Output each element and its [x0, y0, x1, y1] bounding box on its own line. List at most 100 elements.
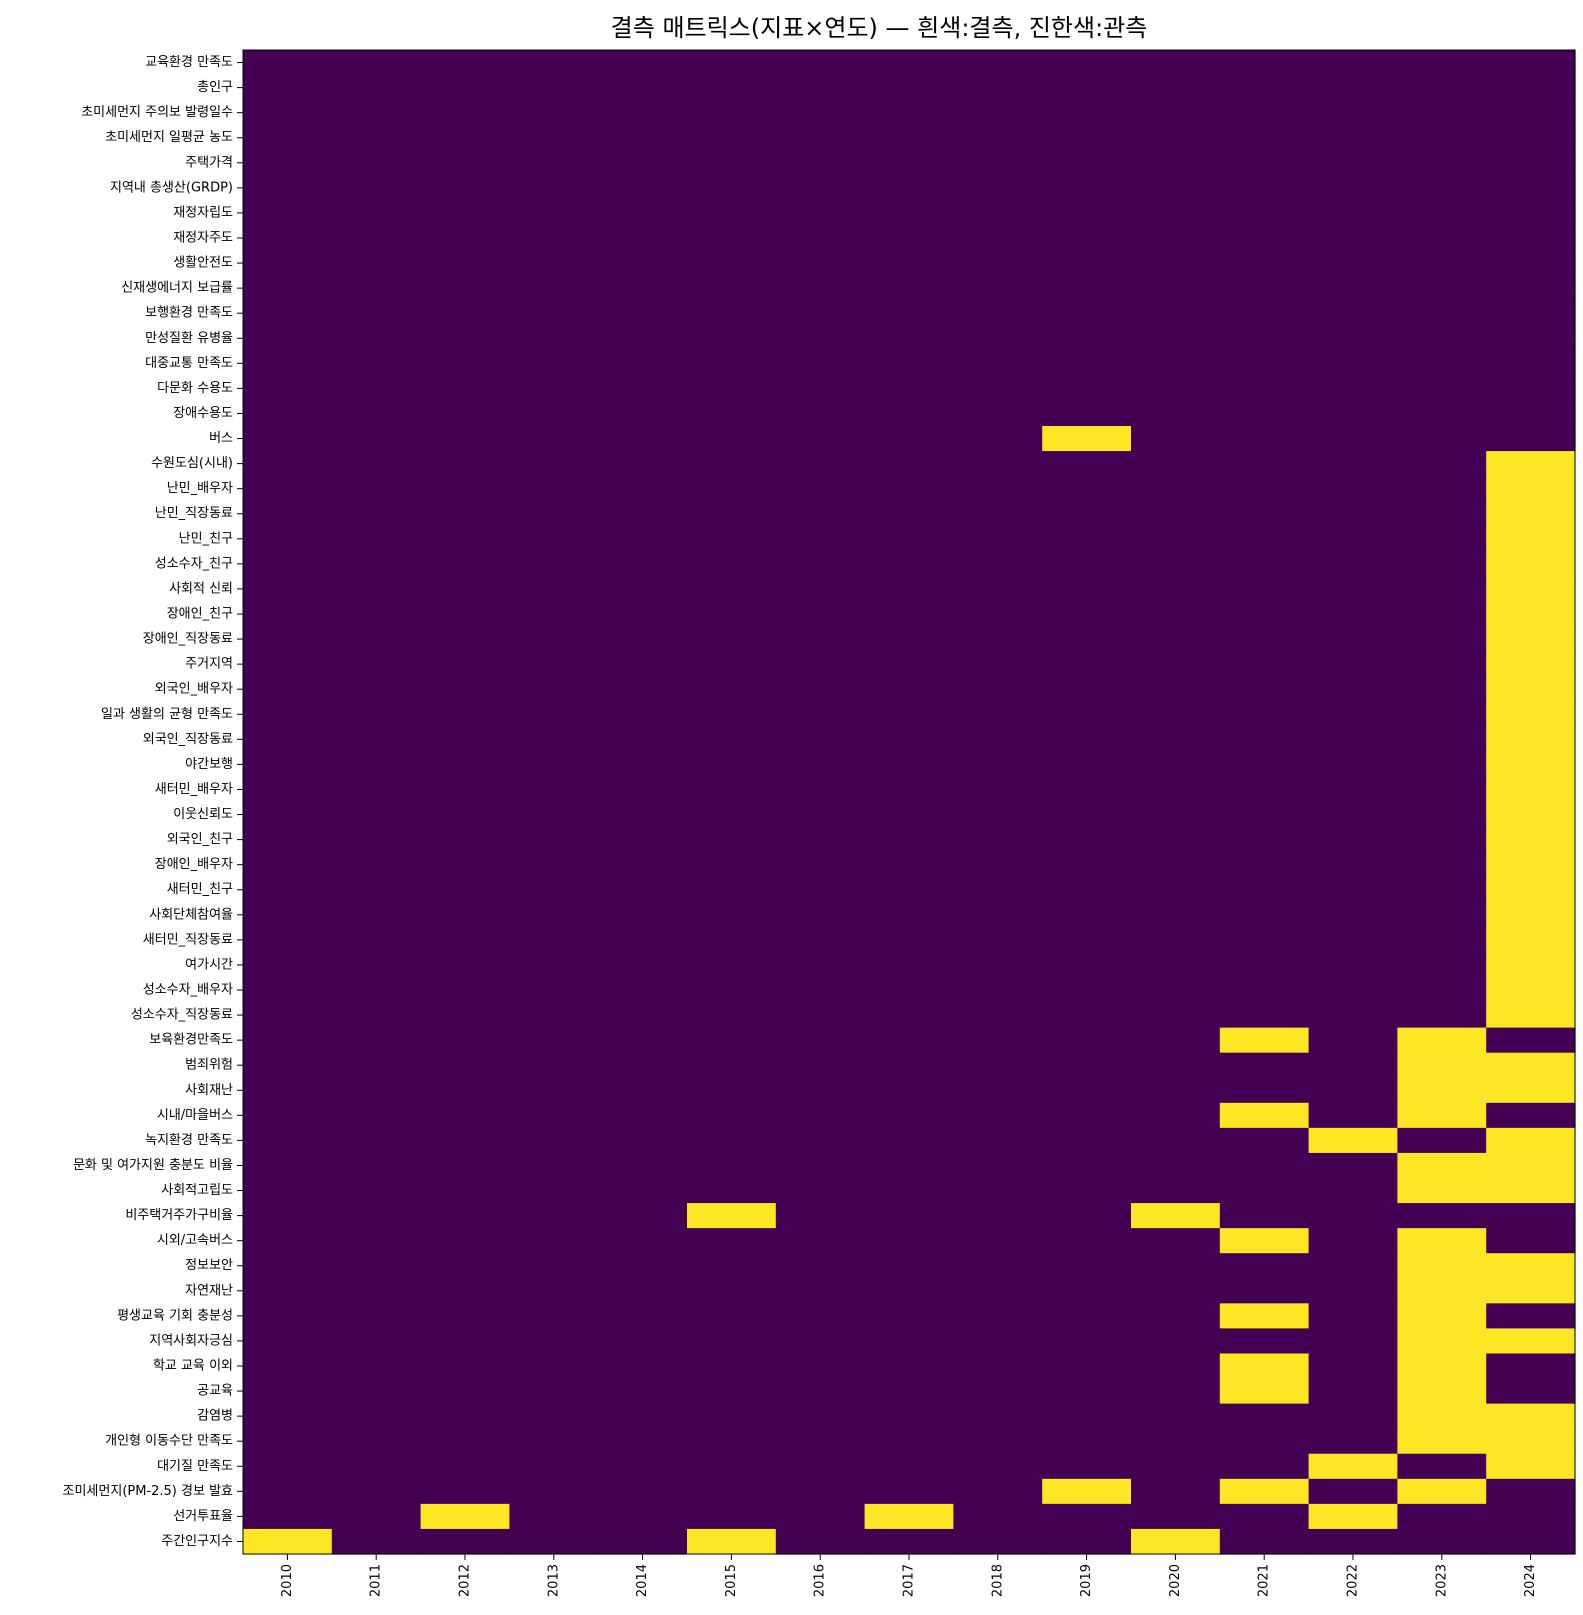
heatmap-cell: [243, 1077, 333, 1104]
heatmap-cell: [243, 1303, 333, 1329]
heatmap-cell: [1486, 551, 1576, 577]
heatmap-cell: [864, 751, 954, 778]
heatmap-cell: [687, 250, 777, 277]
heatmap-cell: [598, 1102, 688, 1129]
heatmap-cell: [1042, 1303, 1132, 1329]
heatmap-cell: [243, 300, 333, 327]
heatmap-cell: [864, 1328, 954, 1355]
heatmap-cell: [864, 1453, 954, 1480]
heatmap-cell: [953, 1127, 1043, 1154]
heatmap-cell: [1131, 751, 1221, 778]
heatmap-cell: [775, 426, 866, 452]
heatmap-cell: [864, 877, 954, 903]
heatmap-cell: [331, 1278, 422, 1304]
heatmap-cell: [1308, 1027, 1398, 1054]
y-tick-label: 조미세먼지(PM-2.5) 경보 발효: [63, 1484, 234, 1499]
heatmap-cell: [243, 701, 333, 728]
heatmap-cell: [775, 200, 866, 227]
heatmap-cell: [1042, 576, 1132, 603]
heatmap-cell: [1042, 701, 1132, 728]
heatmap-cell: [243, 1478, 333, 1505]
heatmap-cell: [864, 375, 954, 402]
heatmap-cell: [775, 1278, 866, 1304]
heatmap-cell: [509, 1528, 599, 1555]
x-tick-label: 2014: [635, 1564, 650, 1597]
heatmap-cell: [331, 375, 422, 402]
heatmap-cell: [1308, 952, 1398, 979]
heatmap-cell: [1486, 1253, 1576, 1279]
heatmap-cell: [1308, 1178, 1398, 1204]
heatmap-cell: [331, 651, 422, 678]
heatmap-cell: [864, 676, 954, 703]
heatmap-cell: [1397, 1503, 1487, 1530]
heatmap-cell: [1131, 701, 1221, 728]
heatmap-cell: [1131, 476, 1221, 502]
heatmap-cell: [864, 576, 954, 603]
heatmap-cell: [1397, 902, 1487, 928]
heatmap-cell: [598, 1528, 688, 1555]
heatmap-cell: [687, 300, 777, 327]
heatmap-cell: [953, 977, 1043, 1004]
heatmap-cell: [953, 350, 1043, 377]
heatmap-cell: [1219, 400, 1310, 427]
heatmap-cell: [1397, 852, 1487, 878]
heatmap-cell: [420, 1228, 510, 1254]
heatmap-cell: [509, 1403, 599, 1430]
heatmap-cell: [598, 501, 688, 527]
heatmap-cell: [331, 1027, 422, 1054]
heatmap-cell: [775, 300, 866, 327]
heatmap-cell: [953, 125, 1043, 151]
y-tick-label: 대중교통 만족도: [145, 356, 233, 371]
heatmap-cell: [687, 1253, 777, 1279]
heatmap-cell: [1042, 877, 1132, 903]
heatmap-cell: [1397, 726, 1487, 753]
heatmap-cell: [1308, 526, 1398, 552]
heatmap-cell: [775, 501, 866, 527]
heatmap-cell: [775, 50, 866, 76]
heatmap-cell: [775, 776, 866, 803]
heatmap-cell: [1397, 175, 1487, 201]
heatmap-cell: [1308, 300, 1398, 327]
heatmap-cell: [331, 400, 422, 427]
x-tick-label: 2012: [458, 1564, 473, 1597]
heatmap-cell: [420, 776, 510, 803]
heatmap-cell: [1219, 75, 1310, 101]
heatmap-cell: [953, 275, 1043, 302]
heatmap-cell: [1486, 1453, 1576, 1480]
heatmap-cell: [331, 125, 422, 151]
heatmap-cell: [420, 877, 510, 903]
heatmap-cell: [243, 125, 333, 151]
heatmap-cell: [687, 526, 777, 552]
heatmap-cell: [775, 651, 866, 678]
heatmap-cell: [598, 877, 688, 903]
heatmap-cell: [687, 150, 777, 176]
heatmap-cell: [243, 1453, 333, 1480]
heatmap-cell: [598, 200, 688, 227]
y-tick-label: 외국인_친구: [167, 832, 233, 847]
heatmap-cell: [1308, 1203, 1398, 1229]
heatmap-cell: [775, 275, 866, 302]
heatmap-cell: [775, 250, 866, 277]
heatmap-cell: [775, 751, 866, 778]
heatmap-cell: [864, 1378, 954, 1405]
heatmap-cell: [1131, 350, 1221, 377]
heatmap-cell: [420, 275, 510, 302]
heatmap-cell: [509, 601, 599, 628]
heatmap-cell: [243, 952, 333, 979]
heatmap-cell: [1042, 451, 1132, 477]
heatmap-cell: [598, 701, 688, 728]
heatmap-cell: [953, 1102, 1043, 1129]
heatmap-cell: [1131, 501, 1221, 527]
heatmap-cell: [1486, 1303, 1576, 1329]
heatmap-cell: [243, 501, 333, 527]
heatmap-cell: [1131, 1253, 1221, 1279]
heatmap-cell: [598, 1253, 688, 1279]
heatmap-cell: [509, 1353, 599, 1380]
heatmap-cell: [1397, 375, 1487, 402]
heatmap-cell: [1308, 1403, 1398, 1430]
heatmap-cell: [1131, 1052, 1221, 1079]
heatmap-cell: [1308, 551, 1398, 577]
heatmap-cell: [775, 626, 866, 653]
heatmap-cell: [864, 1278, 954, 1304]
heatmap-cell: [1486, 476, 1576, 502]
